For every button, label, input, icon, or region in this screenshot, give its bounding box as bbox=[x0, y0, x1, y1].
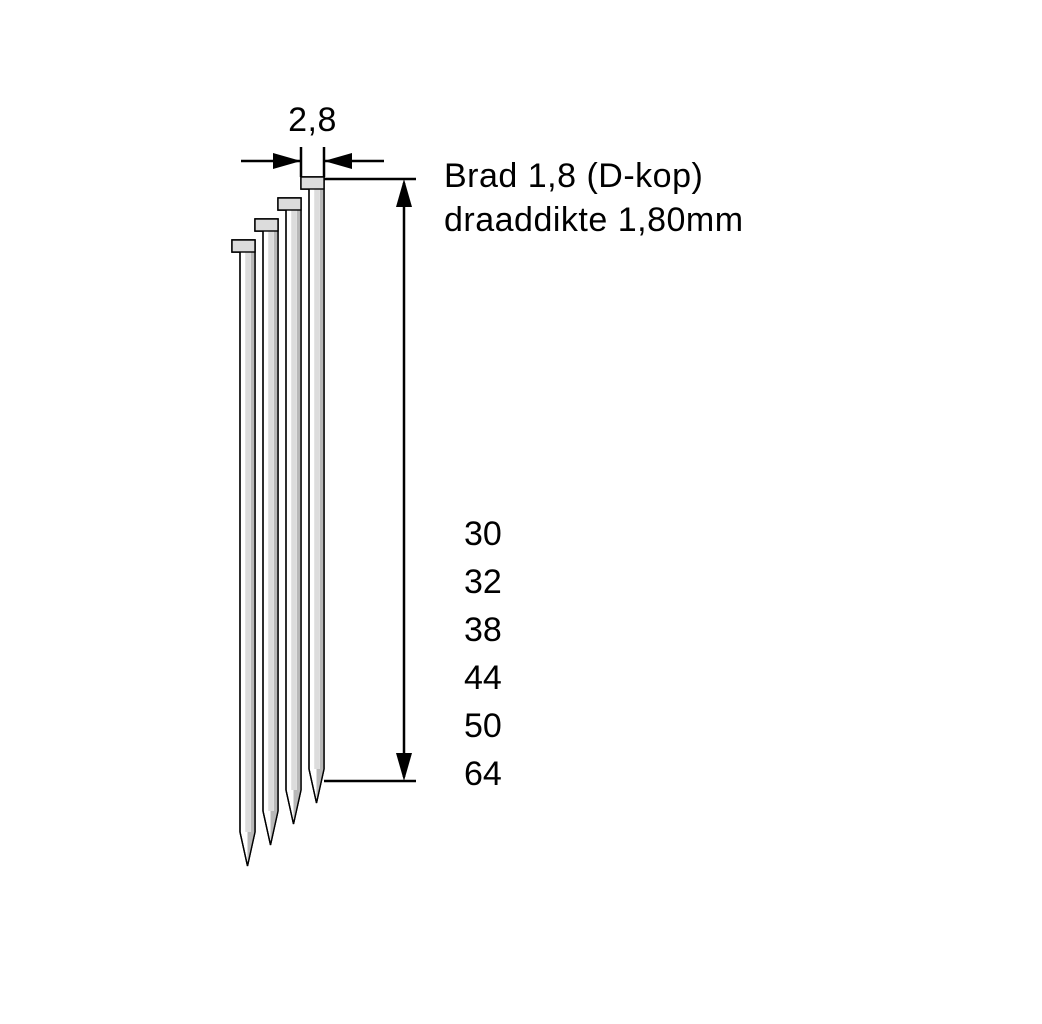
nail bbox=[278, 198, 301, 824]
nail bbox=[301, 177, 324, 803]
diagram-canvas: 2,8 Brad 1,8 (D-kop) draaddikte 1,80mm 30 32… bbox=[0, 0, 1042, 1024]
title-line1: Brad 1,8 (D-kop) bbox=[444, 157, 703, 195]
length-value: 50 bbox=[464, 707, 502, 745]
nail bbox=[232, 240, 255, 866]
length-value: 44 bbox=[464, 659, 502, 697]
width-label: 2,8 bbox=[288, 101, 337, 139]
nail bbox=[255, 219, 278, 845]
length-value: 38 bbox=[464, 611, 502, 649]
length-value: 30 bbox=[464, 515, 502, 553]
length-value: 64 bbox=[464, 755, 502, 793]
title-line2: draaddikte 1,80mm bbox=[444, 201, 744, 239]
height-arrow-top bbox=[396, 179, 412, 207]
height-arrow-bot bbox=[396, 753, 412, 781]
length-value: 32 bbox=[464, 563, 502, 601]
